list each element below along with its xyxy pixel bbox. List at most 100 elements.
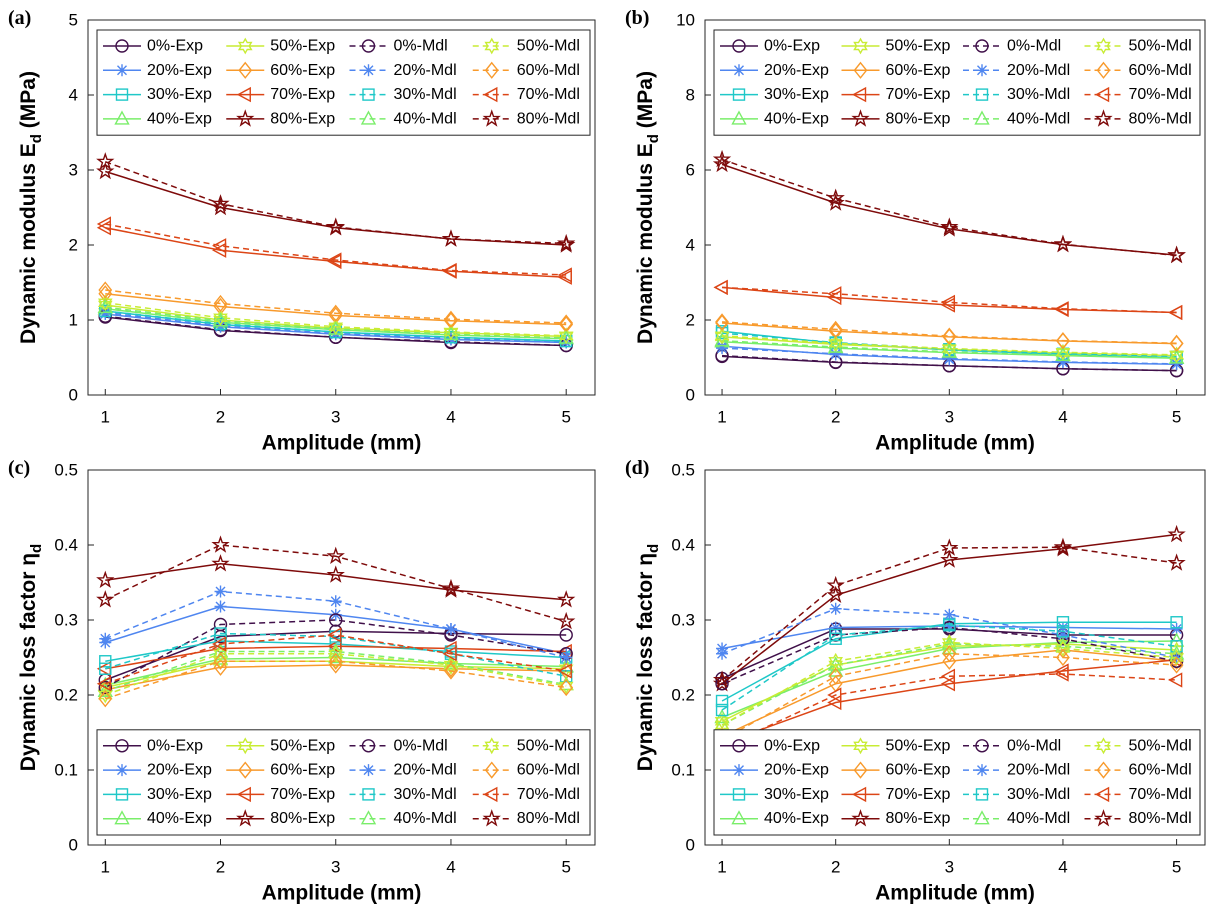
legend-label: 60%-Mdl (1129, 62, 1192, 79)
marker (715, 703, 729, 717)
marker (1167, 524, 1186, 543)
panel-label: (b) (625, 7, 649, 29)
legend-label: 50%-Mdl (1129, 38, 1192, 55)
marker (1055, 634, 1071, 649)
x-axis-label: Amplitude (mm) (875, 882, 1035, 905)
marker (326, 565, 345, 583)
marker (97, 682, 113, 697)
series-line (721, 673, 1177, 749)
legend-marker (115, 88, 129, 101)
x-tick-label: 1 (101, 858, 110, 877)
y-axis-label-sub: d (645, 544, 662, 553)
marker (1056, 625, 1070, 638)
legend-marker (732, 788, 746, 801)
x-tick-label: 5 (561, 408, 570, 427)
y-axis-label: Dynamic loss factor ηd (634, 544, 663, 771)
legend-marker (237, 737, 253, 755)
marker (558, 660, 574, 678)
marker (211, 197, 230, 216)
legend-label: 50%-Exp (270, 737, 335, 754)
marker (1056, 648, 1070, 667)
legend-label: 0%-Exp (764, 737, 820, 754)
marker (98, 690, 113, 708)
series-line (105, 302, 567, 337)
series-line (104, 544, 567, 623)
legend-marker (853, 737, 868, 755)
y-tick-label: 0.1 (671, 761, 695, 780)
legend-label: 50%-Exp (886, 737, 951, 754)
legend: 0%-Exp 20%-Exp 30%-Exp 40%-Exp 50%-Exp 60%-Ex… (96, 729, 591, 836)
marker (826, 188, 845, 206)
x-tick-label: 5 (1172, 858, 1181, 877)
x-tick-label: 4 (1058, 408, 1067, 427)
series-line (721, 624, 1177, 711)
legend-label: 60%-Mdl (517, 62, 580, 79)
marker (328, 318, 344, 336)
marker (712, 149, 732, 168)
legend-label: 20%-Mdl (1007, 62, 1070, 79)
y-axis-label-text: Dynamic modulus E (634, 143, 657, 344)
legend-label: 20%-Exp (147, 62, 212, 79)
legend-label: 20%-Exp (147, 762, 212, 779)
marker (712, 670, 732, 688)
legend-label: 80%-Mdl (1129, 810, 1192, 827)
marker (213, 294, 228, 313)
legend-box (713, 29, 1201, 136)
legend-marker (1096, 761, 1111, 779)
x-tick-label: 4 (446, 408, 455, 427)
legend-label: 40%-Mdl (394, 110, 457, 127)
y-axis-label-sub: d (28, 134, 45, 143)
marker (828, 656, 843, 674)
legend-box (713, 729, 1201, 836)
legend-marker (853, 37, 868, 55)
marker (96, 570, 115, 589)
marker (829, 347, 842, 360)
legend-label: 0%-Mdl (1007, 737, 1061, 754)
y-axis-label-text: Dynamic loss factor η (634, 553, 657, 771)
y-tick-label: 0.5 (671, 461, 695, 480)
series-line (721, 626, 1177, 685)
marker (1169, 334, 1184, 352)
legend-marker (976, 764, 988, 777)
legend-marker (484, 37, 500, 55)
marker (940, 668, 956, 684)
legend-label: 0%-Exp (147, 737, 203, 754)
marker (1056, 616, 1070, 629)
legend-marker (1096, 61, 1111, 79)
y-axis-label-unit: (MPa) (634, 71, 657, 134)
marker (328, 656, 343, 674)
marker (557, 663, 572, 679)
y-tick-label: 0.2 (671, 686, 695, 705)
marker (214, 585, 227, 598)
series-line (105, 289, 567, 324)
x-tick-label: 1 (717, 858, 726, 877)
legend-label: 80%-Exp (886, 110, 951, 127)
legend-label: 40%-Mdl (394, 810, 457, 827)
legend-label: 50%-Mdl (517, 737, 580, 754)
legend-marker (853, 61, 868, 79)
legend-marker (1096, 737, 1111, 755)
series-line (721, 607, 1177, 659)
marker (942, 652, 957, 670)
marker (443, 323, 459, 341)
marker (559, 678, 574, 697)
legend-marker (115, 39, 129, 53)
legend-label: 80%-Exp (886, 810, 951, 827)
marker (826, 575, 845, 594)
marker (214, 600, 227, 613)
legend-label: 20%-Mdl (1007, 762, 1070, 779)
series-line (105, 653, 567, 696)
marker (942, 340, 957, 357)
marker (329, 595, 342, 608)
marker (828, 656, 844, 671)
legend-label: 60%-Exp (886, 62, 951, 79)
legend-label: 20%-Mdl (394, 762, 457, 779)
legend-marker (484, 737, 500, 755)
legend-marker (482, 809, 501, 827)
legend-marker (238, 61, 253, 79)
marker (326, 546, 345, 565)
legend-label: 0%-Mdl (394, 737, 448, 754)
series-line (721, 286, 1177, 314)
legend-label: 60%-Exp (270, 762, 335, 779)
